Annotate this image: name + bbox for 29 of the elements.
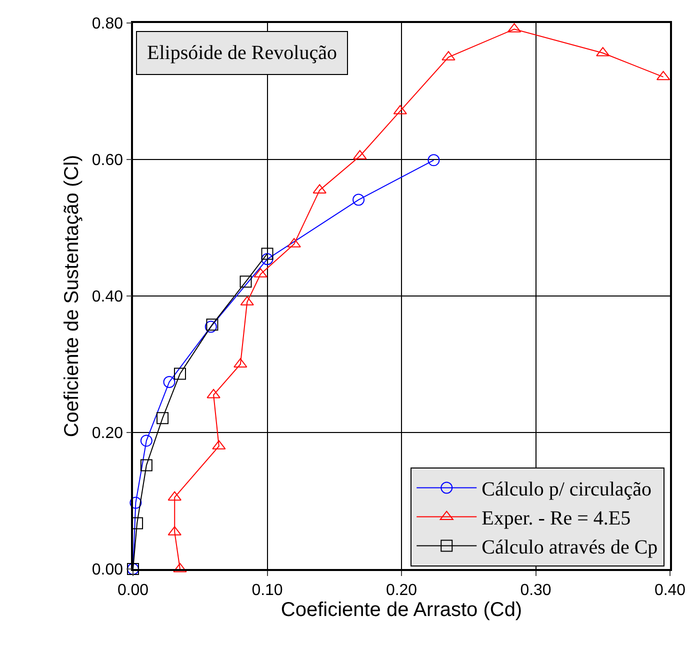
point xyxy=(163,376,176,388)
point xyxy=(130,496,142,509)
point xyxy=(168,491,182,501)
x-tick-label: 0.30 xyxy=(520,582,552,599)
point xyxy=(352,194,365,206)
y-tick-label: 0.60 xyxy=(92,152,124,170)
point xyxy=(206,388,220,398)
point xyxy=(140,434,152,447)
point xyxy=(140,459,152,472)
y-axis-title: Coeficiente de Sustentação (Cl) xyxy=(60,154,83,438)
point xyxy=(174,368,186,380)
legend-label: Exper. - Re = 4.E5 xyxy=(482,508,631,530)
x-tick-label: 0.20 xyxy=(386,582,418,599)
x-axis-title: Coeficiente de Arrasto (Cd) xyxy=(280,598,522,621)
x-tick-label: 0.40 xyxy=(654,582,686,599)
point xyxy=(156,412,169,424)
legend-label: Cálculo p/ circulação xyxy=(482,478,652,501)
point xyxy=(240,276,252,288)
point xyxy=(261,253,274,266)
x-tick-label: 0.10 xyxy=(252,582,283,599)
point xyxy=(428,154,440,166)
y-tick-label: 0.20 xyxy=(92,425,124,442)
legend-label: Cálculo através de Cp xyxy=(482,536,658,559)
y-tick-label: 0.40 xyxy=(92,288,124,306)
point xyxy=(261,248,274,260)
x-tick-label: 0.00 xyxy=(117,582,149,599)
annotation: Elipsóide de Revolução xyxy=(147,42,337,64)
y-tick-label: 0.80 xyxy=(92,16,124,33)
y-tick-label: 0.00 xyxy=(92,562,124,579)
